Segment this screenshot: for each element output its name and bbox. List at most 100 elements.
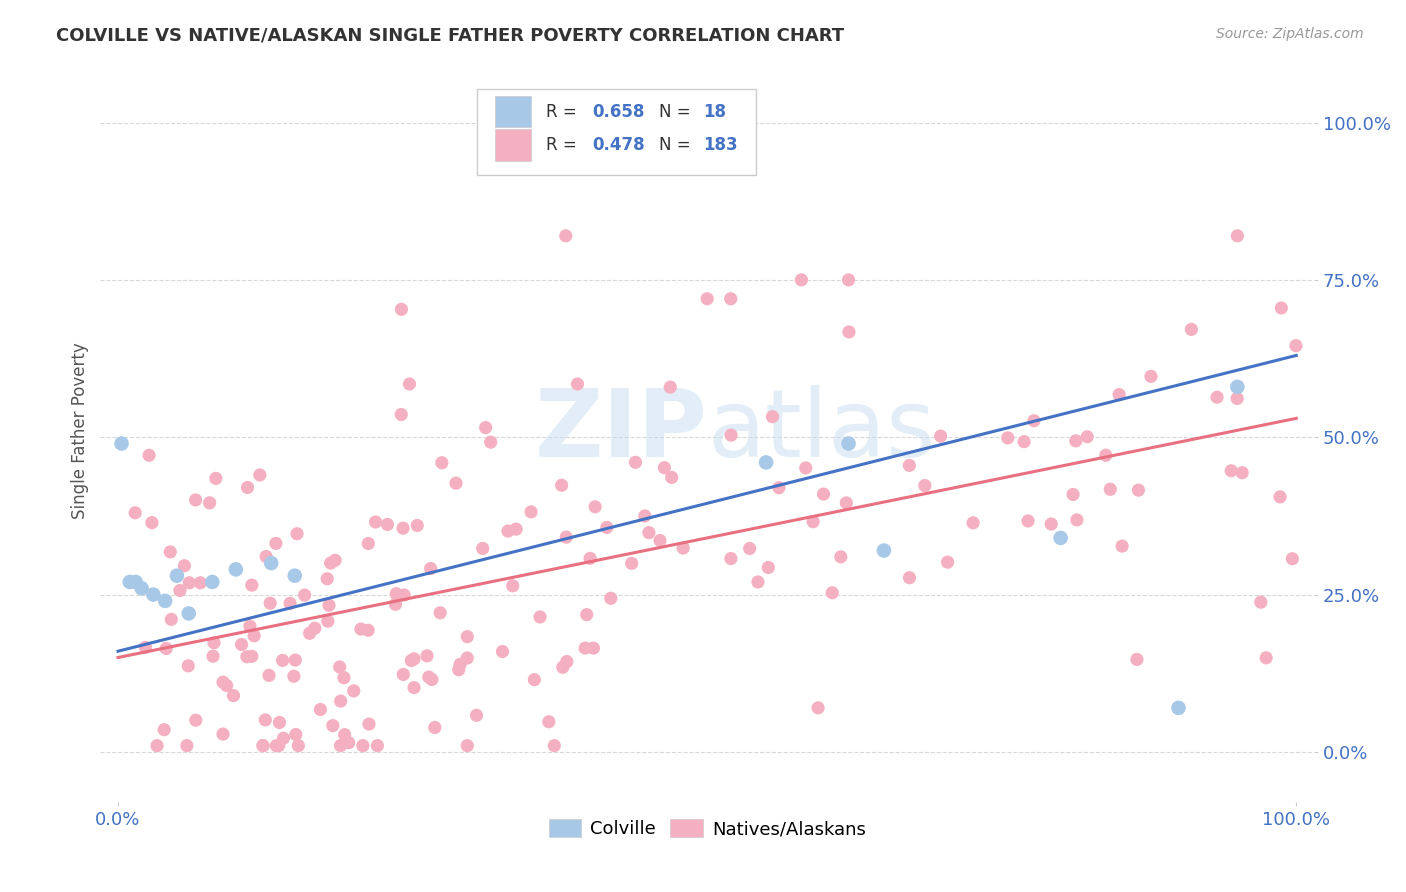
Point [259, 596, 281, 610]
Point [929, 429, 952, 443]
Point [184, 492, 207, 507]
Point [543, 739, 565, 753]
Point [252, 739, 274, 753]
Point [1111, 539, 1133, 553]
Point [520, 505, 543, 519]
Point [1022, 414, 1045, 428]
Point [505, 522, 527, 536]
Point [1285, 338, 1308, 352]
Point [997, 431, 1019, 445]
Point [555, 655, 578, 669]
Point [357, 717, 380, 731]
Point [838, 325, 860, 339]
Point [357, 536, 380, 550]
Point [385, 587, 408, 601]
Point [176, 739, 198, 753]
Point [159, 545, 181, 559]
Point [579, 551, 602, 566]
Point [634, 508, 657, 523]
Point [1017, 514, 1039, 528]
Point [184, 713, 207, 727]
Point [583, 500, 606, 514]
Point [962, 516, 984, 530]
Point [1281, 551, 1303, 566]
Point [329, 660, 352, 674]
Point [1180, 322, 1202, 336]
Point [402, 652, 425, 666]
Point [1094, 448, 1116, 462]
Legend: Colville, Natives/Alaskans: Colville, Natives/Alaskans [541, 812, 873, 846]
Point [177, 607, 200, 621]
Point [249, 467, 271, 482]
Point [252, 739, 274, 753]
Point [236, 649, 259, 664]
Point [284, 568, 307, 582]
Point [491, 644, 513, 658]
Point [574, 641, 596, 656]
Point [124, 506, 146, 520]
Point [298, 626, 321, 640]
Point [285, 526, 308, 541]
Point [201, 574, 224, 589]
Point [456, 651, 478, 665]
Point [898, 458, 921, 473]
Point [177, 658, 200, 673]
Point [821, 586, 844, 600]
Point [138, 448, 160, 462]
Point [1226, 228, 1249, 243]
Text: atlas: atlas [707, 385, 935, 477]
Point [582, 641, 605, 656]
Point [575, 607, 598, 622]
Point [620, 557, 643, 571]
Point [898, 571, 921, 585]
Point [835, 496, 858, 510]
Point [131, 582, 153, 596]
Point [392, 667, 415, 681]
Point [287, 739, 309, 753]
Point [624, 455, 647, 469]
Point [1268, 490, 1291, 504]
Point [125, 574, 148, 589]
Text: 0.658: 0.658 [592, 103, 644, 120]
Point [936, 555, 959, 569]
Point [264, 536, 287, 550]
Point [761, 409, 783, 424]
Point [236, 480, 259, 494]
Bar [495, 129, 531, 161]
Point [456, 630, 478, 644]
Point [333, 671, 356, 685]
Point [402, 681, 425, 695]
Point [188, 575, 211, 590]
Point [555, 530, 578, 544]
Point [502, 579, 524, 593]
Point [474, 420, 496, 434]
Point [118, 574, 141, 589]
Point [329, 694, 352, 708]
Point [271, 653, 294, 667]
Point [567, 376, 589, 391]
Point [790, 273, 813, 287]
Point [596, 520, 619, 534]
Point [153, 594, 176, 608]
Point [755, 455, 778, 469]
Point [1040, 516, 1063, 531]
Point [807, 701, 830, 715]
Point [202, 649, 225, 664]
Point [316, 572, 339, 586]
Point [134, 640, 156, 655]
Point [278, 596, 301, 610]
Point [257, 668, 280, 682]
Point [222, 689, 245, 703]
Point [554, 228, 576, 243]
Point [240, 578, 263, 592]
Text: COLVILLE VS NATIVE/ALASKAN SINGLE FATHER POVERTY CORRELATION CHART: COLVILLE VS NATIVE/ALASKAN SINGLE FATHER… [56, 27, 845, 45]
Text: 0.478: 0.478 [592, 136, 644, 154]
Point [756, 560, 779, 574]
Point [523, 673, 546, 687]
Text: R =: R = [546, 136, 582, 154]
Bar [495, 96, 531, 128]
Point [169, 583, 191, 598]
Point [479, 435, 502, 450]
Point [1226, 380, 1249, 394]
Point [599, 591, 621, 606]
